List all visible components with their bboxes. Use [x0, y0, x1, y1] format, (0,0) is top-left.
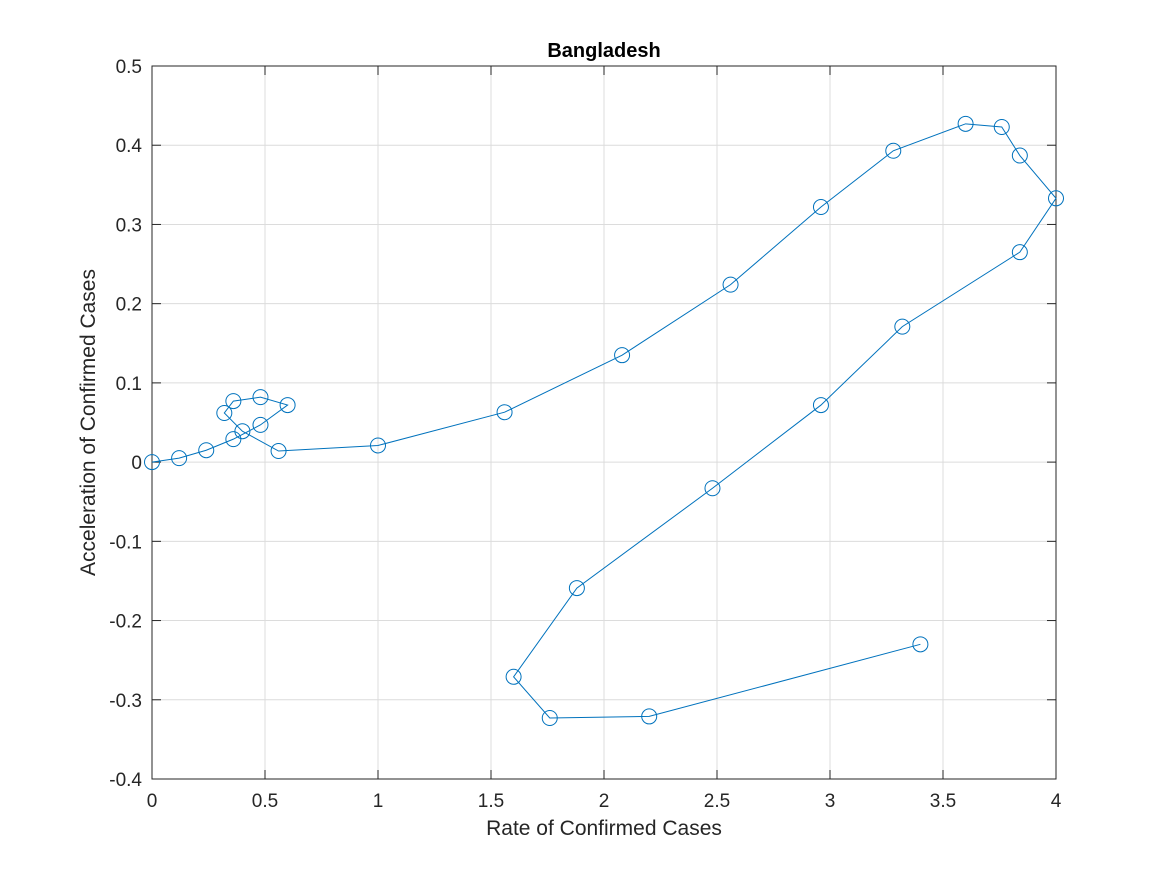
y-tick-label: 0.1: [116, 374, 142, 395]
data-point: [144, 454, 160, 471]
data-point: [541, 709, 558, 726]
data-point: [812, 397, 829, 414]
x-tick-label: 2: [599, 791, 610, 812]
data-point: [1048, 190, 1064, 207]
data-point: [568, 580, 585, 597]
x-tick-label: 4: [1051, 791, 1062, 812]
data-point: [993, 119, 1010, 136]
data-point: [957, 115, 974, 132]
y-tick-label: 0.2: [116, 295, 142, 316]
data-point: [370, 437, 386, 454]
y-tick-label: -0.4: [109, 770, 142, 791]
data-point: [722, 276, 739, 293]
x-tick-label: 0: [147, 791, 158, 812]
data-point: [885, 142, 902, 159]
data-point: [912, 636, 929, 653]
data-point: [496, 404, 513, 421]
x-tick-label: 0.5: [252, 791, 278, 812]
y-tick-labels: -0.4 -0.3 -0.2 -0.1 0 0.1 0.2 0.3 0.4 0.5: [109, 57, 142, 791]
data-point: [270, 443, 287, 460]
data-point: [234, 423, 251, 440]
y-tick-label: -0.3: [109, 691, 142, 712]
y-axis-label: Acceleration of Confirmed Cases: [77, 269, 100, 576]
data-point: [812, 199, 829, 216]
grid-lines: [151, 65, 1057, 780]
x-tick-label: 1.5: [478, 791, 504, 812]
data-point: [225, 431, 242, 448]
data-point: [252, 389, 269, 406]
y-tick-label: -0.2: [109, 612, 142, 633]
chart-title: Bangladesh: [547, 40, 660, 62]
series-line: [151, 123, 1057, 719]
data-point: [171, 450, 188, 467]
y-tick-label: 0.4: [116, 136, 143, 157]
data-point: [1011, 244, 1028, 261]
x-tick-labels: 0 0.5 1 1.5 2 2.5 3 3.5 4: [147, 791, 1062, 812]
y-tick-label: -0.1: [109, 532, 142, 553]
data-point: [252, 416, 269, 433]
data-point: [1011, 147, 1028, 164]
data-point: [614, 347, 631, 364]
x-tick-label: 1: [373, 791, 384, 812]
data-point: [641, 708, 658, 725]
series-layer: [144, 115, 1064, 726]
x-tick-label: 3.5: [930, 791, 956, 812]
data-point: [894, 318, 911, 335]
data-point: [216, 404, 233, 421]
data-point: [279, 397, 296, 414]
tick-marks: [151, 65, 1057, 780]
y-tick-label: 0.5: [116, 57, 142, 78]
x-tick-label: 2.5: [704, 791, 730, 812]
data-point: [505, 668, 522, 685]
y-tick-label: 0.3: [116, 215, 142, 236]
data-point: [198, 442, 215, 459]
x-axis-label: Rate of Confirmed Cases: [486, 817, 722, 840]
data-point: [225, 393, 242, 410]
y-tick-label: 0: [131, 453, 142, 474]
data-point: [704, 480, 721, 497]
x-tick-label: 3: [825, 791, 836, 812]
